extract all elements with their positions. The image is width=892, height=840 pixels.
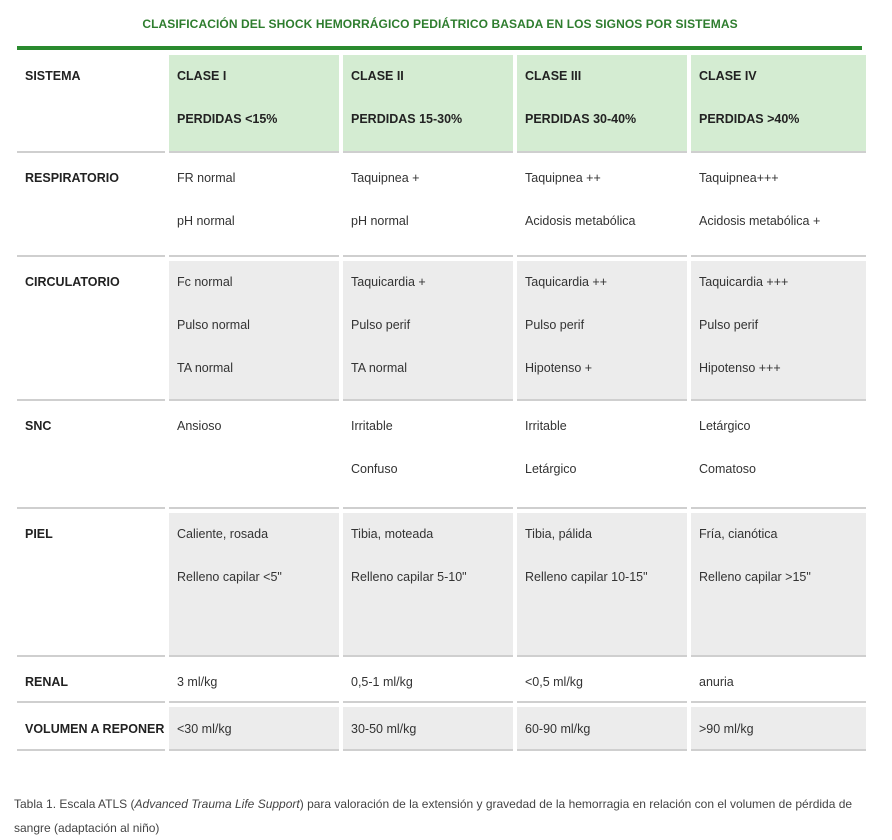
table-cell: FR normal pH normal (169, 157, 339, 257)
header-clase-4: CLASE IV PERDIDAS >40% (691, 55, 866, 153)
table-cell: <30 ml/kg (169, 707, 339, 751)
row-system-label: CIRCULATORIO (17, 261, 165, 401)
table-cell: Irritable Confuso (343, 405, 513, 509)
table-cell: Ansioso (169, 405, 339, 509)
table-cell: Taquipnea + pH normal (343, 157, 513, 257)
table-cell: Fc normal Pulso normal TA normal (169, 261, 339, 401)
table-cell: Letárgico Comatoso (691, 405, 866, 509)
header-sistema: SISTEMA (17, 55, 165, 153)
row-system-label: RENAL (17, 661, 165, 703)
table-cell: 0,5-1 ml/kg (343, 661, 513, 703)
table-cell: Taquicardia +++ Pulso perif Hipotenso +++ (691, 261, 866, 401)
table-cell: Taquipnea ++ Acidosis metabólica (517, 157, 687, 257)
row-system-label: VOLUMEN A REPONER (17, 707, 165, 751)
table-cell: Taquicardia ++ Pulso perif Hipotenso + (517, 261, 687, 401)
classification-table: SISTEMA CLASE I PERDIDAS <15% CLASE II PER… (17, 55, 866, 755)
table-cell: Tibia, pálida Relleno capilar 10-15" (517, 513, 687, 657)
table-cell: Taquipnea+++ Acidosis metabólica + (691, 157, 866, 257)
table-caption: Tabla 1. Escala ATLS (Advanced Trauma Li… (14, 797, 853, 835)
row-system-label: PIEL (17, 513, 165, 657)
table-cell: Tibia, moteada Relleno capilar 5-10" (343, 513, 513, 657)
table-cell: >90 ml/kg (691, 707, 866, 751)
table-cell: 3 ml/kg (169, 661, 339, 703)
header-clase-2: CLASE II PERDIDAS 15-30% (343, 55, 513, 153)
header-clase-1: CLASE I PERDIDAS <15% (169, 55, 339, 153)
table-cell: Taquicardia + Pulso perif TA normal (343, 261, 513, 401)
header-clase-3: CLASE III PERDIDAS 30-40% (517, 55, 687, 153)
table-cell: Irritable Letárgico (517, 405, 687, 509)
table-cell: Caliente, rosada Relleno capilar <5" (169, 513, 339, 657)
table-cell: 60-90 ml/kg (517, 707, 687, 751)
table-cell: 30-50 ml/kg (343, 707, 513, 751)
table-cell: <0,5 ml/kg (517, 661, 687, 703)
table-cell: anuria (691, 661, 866, 703)
title-divider (17, 46, 862, 50)
table-title: CLASIFICACIÓN DEL SHOCK HEMORRÁGICO PEDI… (142, 17, 738, 31)
row-system-label: SNC (17, 405, 165, 509)
table-cell: Fría, cianótica Relleno capilar >15" (691, 513, 866, 657)
row-system-label: RESPIRATORIO (17, 157, 165, 257)
